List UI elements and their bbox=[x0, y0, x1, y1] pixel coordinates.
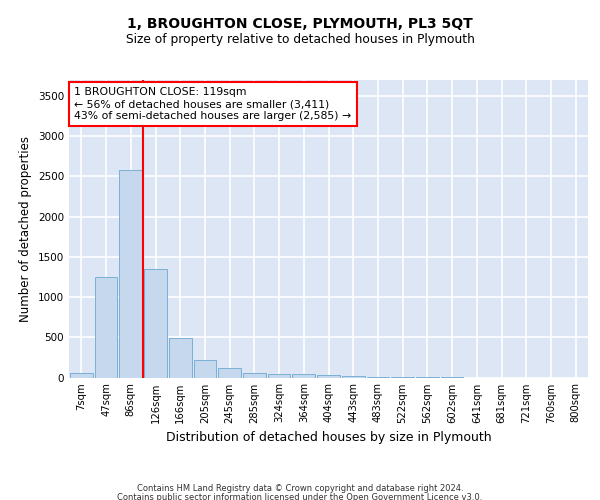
Bar bbox=[243, 373, 266, 378]
Text: Contains HM Land Registry data © Crown copyright and database right 2024.: Contains HM Land Registry data © Crown c… bbox=[137, 484, 463, 493]
Bar bbox=[342, 376, 365, 378]
Bar bbox=[169, 338, 191, 378]
Bar bbox=[119, 170, 142, 378]
X-axis label: Distribution of detached houses by size in Plymouth: Distribution of detached houses by size … bbox=[166, 431, 491, 444]
Text: 1, BROUGHTON CLOSE, PLYMOUTH, PL3 5QT: 1, BROUGHTON CLOSE, PLYMOUTH, PL3 5QT bbox=[127, 18, 473, 32]
Text: Contains public sector information licensed under the Open Government Licence v3: Contains public sector information licen… bbox=[118, 494, 482, 500]
Bar bbox=[70, 374, 93, 378]
Text: 1 BROUGHTON CLOSE: 119sqm
← 56% of detached houses are smaller (3,411)
43% of se: 1 BROUGHTON CLOSE: 119sqm ← 56% of detac… bbox=[74, 88, 352, 120]
Bar bbox=[317, 375, 340, 378]
Y-axis label: Number of detached properties: Number of detached properties bbox=[19, 136, 32, 322]
Bar bbox=[292, 374, 315, 378]
Bar bbox=[268, 374, 290, 378]
Text: Size of property relative to detached houses in Plymouth: Size of property relative to detached ho… bbox=[125, 32, 475, 46]
Bar bbox=[144, 269, 167, 378]
Bar bbox=[218, 368, 241, 378]
Bar bbox=[95, 277, 118, 378]
Bar bbox=[194, 360, 216, 378]
